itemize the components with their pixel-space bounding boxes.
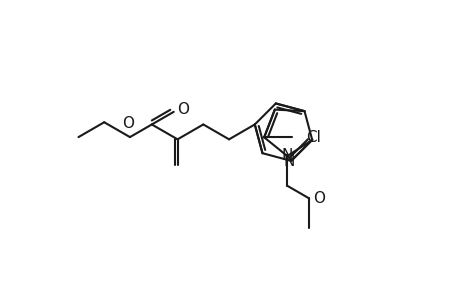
Text: O: O bbox=[122, 116, 134, 131]
Text: O: O bbox=[313, 191, 325, 206]
Text: Cl: Cl bbox=[305, 130, 320, 145]
Text: N: N bbox=[281, 148, 292, 163]
Text: N: N bbox=[283, 154, 294, 169]
Text: O: O bbox=[176, 102, 188, 117]
